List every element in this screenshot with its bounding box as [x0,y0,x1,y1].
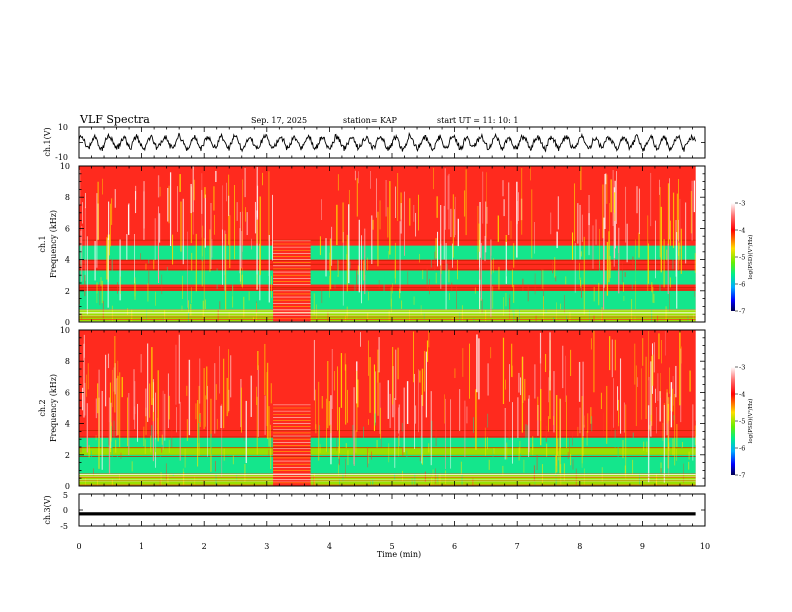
frequency-tick-label: 8 [65,193,70,202]
ch1-spectrogram-ticks: 0 2 4 6 8 10 [60,162,706,327]
ch3-ytick-bottom: -5 [60,522,68,531]
time-axis-tick-labels: 0 1 2 3 4 5 6 7 8 9 10 [76,542,710,551]
colorbar-tick-label: -7 [739,472,745,480]
time-tick-label: 5 [389,542,394,551]
frequency-tick-label: 6 [65,224,70,233]
ch2-spectrogram-ylabel-channel: ch.2 [38,399,47,416]
frequency-tick-label: 2 [65,451,70,460]
ch2-colorbar: -3 -4 -5 -6 -7 log(PSD)(V²/Hz) [731,364,754,480]
ch1-colorbar: -3 -4 -5 -6 -7 log(PSD)(V²/Hz) [731,200,754,316]
time-tick-label: 7 [515,542,520,551]
ch3-waveform-band [79,512,696,516]
time-tick-label: 0 [76,542,81,551]
ch1-colorbar-gradient [731,203,735,311]
time-tick-label: 9 [640,542,645,551]
colorbar-tick-label: -3 [739,200,745,208]
spectrogram-band [79,245,696,260]
colorbar-tick-label: -6 [739,281,745,289]
colorbar-tick-label: -5 [739,418,745,426]
colorbar-tick-label: -7 [739,308,745,316]
colorbar-tick-label: -3 [739,364,745,372]
ch2-colorbar-label: log(PSD)(V²/Hz) [747,399,754,444]
spectrogram-band [79,447,696,455]
station-label: station= KAP [343,116,398,125]
ch3-ytick-top: 5 [63,491,68,500]
frequency-tick-label: 6 [65,388,70,397]
colorbar-tick-label: -4 [739,391,745,399]
ch1-colorbar-ticks: -3 -4 -5 -6 -7 [735,200,745,316]
ch3-waveform-ylabel: ch.3(V) [43,495,52,524]
time-tick-label: 3 [264,542,269,551]
ch2-colorbar-gradient [731,367,735,475]
frequency-tick-label: 4 [65,420,70,429]
spectrogram-band [79,330,696,429]
ch2-spectrogram-ticks: 0 2 4 6 8 10 [60,326,706,491]
frequency-tick-label: 4 [65,256,70,265]
start-time-label: start UT = 11: 10: 1 [437,116,518,125]
frequency-tick-label: 0 [65,482,70,491]
frequency-tick-label: 8 [65,357,70,366]
ch1-spectrogram-ylabel-channel: ch.1 [38,235,47,252]
ch1-spectrogram-image [79,166,696,323]
ch1-spectrogram-panel: 0 2 4 6 8 10 ch.1 Frequency (kHz) -3 -4 -5 -6 -7 … [38,162,754,327]
ch1-waveform-ticks [78,126,706,159]
frequency-tick-label: 10 [60,326,70,335]
ch1-spectrogram-ylabel-frequency: Frequency (kHz) [49,210,58,278]
spectrogram-band [79,437,696,447]
time-tick-label: 4 [327,542,332,551]
ch2-spectrogram-panel: 0 2 4 6 8 10 ch.2 Frequency (kHz) -3 -4 -5 -6 -7 … [38,326,754,491]
spectrogram-band [79,259,696,271]
frequency-tick-label: 2 [65,287,70,296]
time-tick-label: 8 [577,542,582,551]
ch2-spectrogram-image [79,330,696,486]
spectrogram-band [79,290,696,310]
date-label: Sep. 17, 2025 [251,116,307,125]
ch1-waveform-ylabel: ch.1(V) [43,127,52,156]
time-tick-label: 2 [202,542,207,551]
colorbar-tick-label: -4 [739,227,745,235]
ch1-colorbar-label: log(PSD)(V²/Hz) [747,235,754,280]
ch1-waveform-panel: 10 -10 ch.1(V) [43,123,706,162]
ch1-waveform-trace [78,131,697,153]
ch3-waveform-ticks [78,493,706,527]
ch3-waveform-trace [79,512,696,516]
ch1-waveform-line [78,131,697,153]
colorbar-tick-label: -6 [739,445,745,453]
time-tick-label: 10 [700,542,710,551]
ch2-spectrogram-ylabel-frequency: Frequency (kHz) [49,374,58,442]
ch2-colorbar-ticks: -3 -4 -5 -6 -7 [735,364,745,480]
spectrogram-band [79,428,696,438]
colorbar-tick-label: -5 [739,254,745,262]
ch1-ytick-bottom: -10 [55,153,68,162]
ch3-waveform-panel: 5 0 -5 ch.3(V) [43,491,706,531]
ch3-ytick-mid: 0 [63,506,68,515]
frequency-tick-label: 0 [65,318,70,327]
figure-title: VLF Spectra [79,113,150,126]
time-tick-label: 6 [452,542,457,551]
time-axis-label: Time (min) [377,550,421,559]
frequency-tick-label: 10 [60,162,70,171]
ch1-ytick-top: 10 [58,123,68,132]
spectrogram-band [79,454,696,474]
time-tick-label: 1 [139,542,144,551]
